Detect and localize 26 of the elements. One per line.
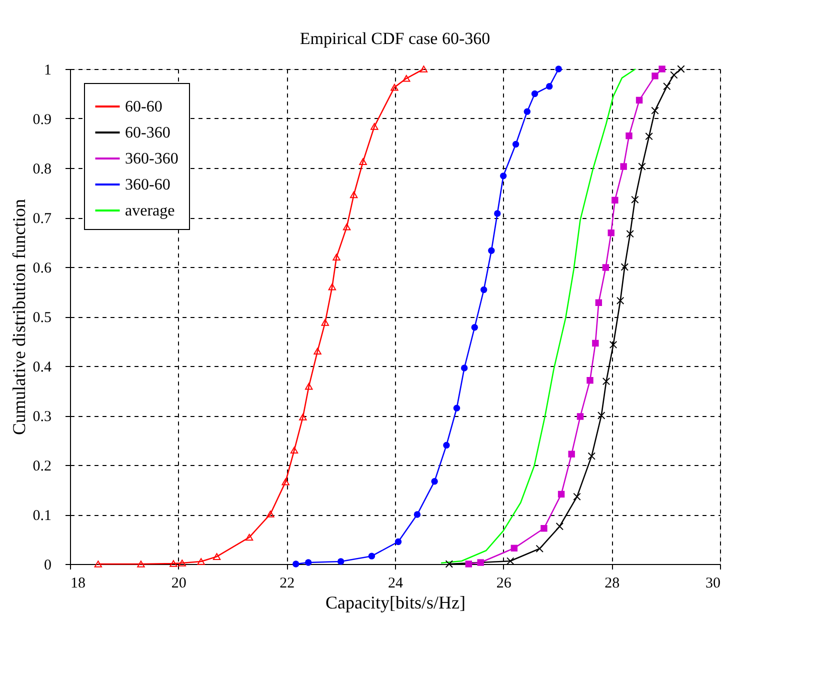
x-tick-label: 24 xyxy=(388,576,404,592)
legend-label: 360-360 xyxy=(125,150,178,168)
x-tick-label: 18 xyxy=(70,576,86,592)
x-tick-label: 22 xyxy=(280,576,295,592)
y-tick-label: 1 xyxy=(44,62,52,78)
y-tick-label: 0.4 xyxy=(32,360,52,376)
x-tick-label: 26 xyxy=(496,576,512,592)
y-tick-label: 0.2 xyxy=(32,458,52,474)
y-tick-label: 0.9 xyxy=(32,112,52,128)
x-tick-label: 28 xyxy=(604,576,620,592)
legend-label: average xyxy=(125,202,175,220)
y-tick-label: 0.1 xyxy=(32,508,52,524)
y-tick-label: 0.7 xyxy=(32,211,52,227)
legend-label: 60-360 xyxy=(125,124,170,142)
y-tick-label: 0.3 xyxy=(32,409,52,425)
y-axis-title: Cumulative distribution function xyxy=(8,199,29,435)
y-tick-label: 0 xyxy=(44,558,52,574)
chart-title: Empirical CDF case 60-360 xyxy=(300,29,490,48)
y-tick-label: 0.6 xyxy=(32,260,52,276)
y-tick-label: 0.8 xyxy=(32,162,52,178)
y-tick-label: 0.5 xyxy=(32,310,52,326)
x-axis-title: Capacity[bits/s/Hz] xyxy=(326,592,466,612)
x-tick-label: 30 xyxy=(706,576,720,592)
x-tick-label: 20 xyxy=(171,576,186,592)
legend-label: 360-60 xyxy=(125,176,170,194)
legend-label: 60-60 xyxy=(125,98,162,116)
